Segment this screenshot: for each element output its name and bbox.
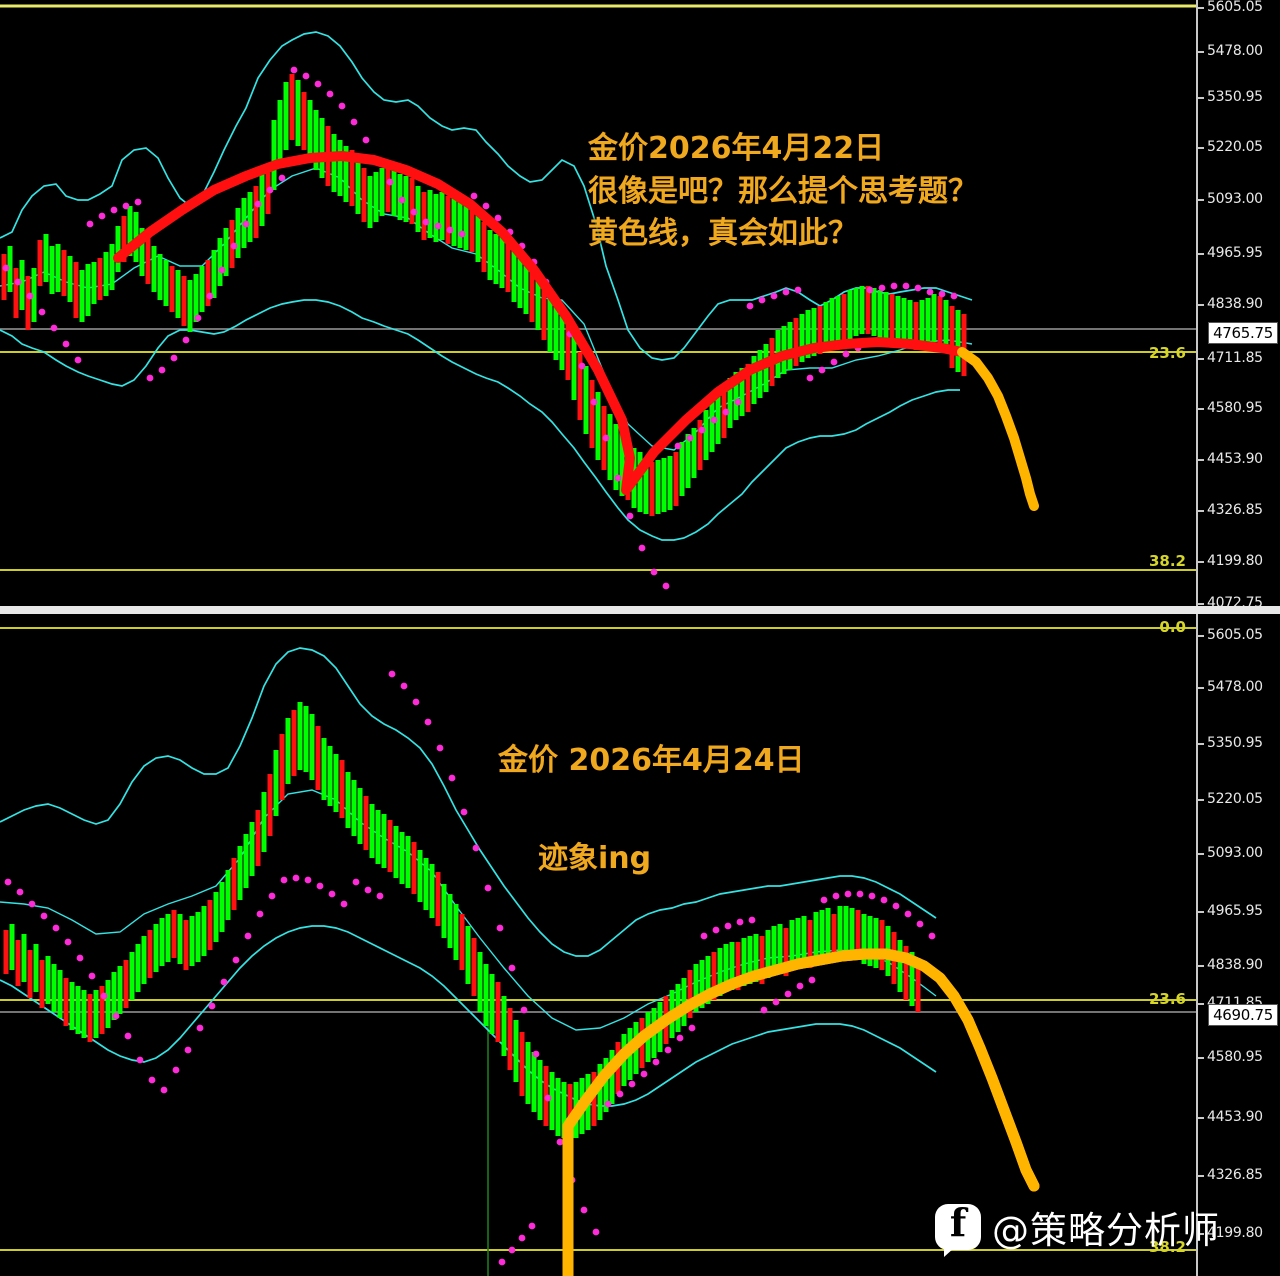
fib-label-0-bottom: 0.0: [1159, 618, 1186, 636]
current-price-tag-top: 4765.75: [1208, 322, 1278, 344]
watermark: @策略分析师: [935, 1200, 1220, 1257]
panel-divider: [0, 606, 1280, 614]
chart-panel-top: 5605.05 5478.00 5350.95 5220.05 5093.00 …: [0, 0, 1280, 610]
chart-canvas-top: [0, 4, 1196, 590]
annotation-sub-bottom: 迹象ing: [538, 841, 652, 876]
candles-top: [1, 74, 967, 516]
price-axis-top[interactable]: 5605.05 5478.00 5350.95 5220.05 5093.00 …: [1196, 0, 1280, 610]
bollinger-upper-bottom: [0, 647, 937, 957]
plot-area-top: [0, 0, 1196, 610]
bollinger-upper-top: [0, 31, 973, 361]
trend-line-bottom-fix: [562, 948, 1040, 1192]
fib-label-236-bottom: 23.6: [1148, 990, 1186, 1008]
chart-panel-bottom: 5605.05 5478.00 5350.95 5220.05 5093.00 …: [0, 614, 1280, 1276]
annotation-title-bottom: 金价 2026年4月24日: [498, 743, 805, 778]
fib-label-382-bottom: 38.2: [1148, 1238, 1186, 1256]
bollinger-lower-bottom: [0, 925, 937, 1107]
parabolic-sar-bottom: [4, 670, 936, 1266]
candles-bottom: [3, 702, 921, 1140]
current-price-tag-bottom: 4690.75: [1208, 1004, 1278, 1026]
chart-canvas-bottom: [0, 627, 1196, 1276]
watermark-handle: @策略分析师: [992, 1209, 1220, 1252]
facebook-rounded-f-icon: [935, 1200, 981, 1257]
bollinger-mid-bottom: [0, 789, 937, 1031]
fib-label-236-top: 23.6: [1148, 344, 1186, 362]
price-axis-bottom[interactable]: 5605.05 5478.00 5350.95 5220.05 5093.00 …: [1196, 614, 1280, 1276]
bollinger-lower-top: [0, 299, 960, 541]
annotation-text-top: 金价2026年4月22日 很像是吧？那么提个思考题？ 黄色线，真会如此？: [588, 131, 978, 252]
plot-area-bottom: [0, 614, 1196, 1276]
forecast-line-top: [957, 347, 1039, 511]
fib-label-382-top: 38.2: [1148, 552, 1186, 570]
trend-line-top: [113, 151, 967, 495]
